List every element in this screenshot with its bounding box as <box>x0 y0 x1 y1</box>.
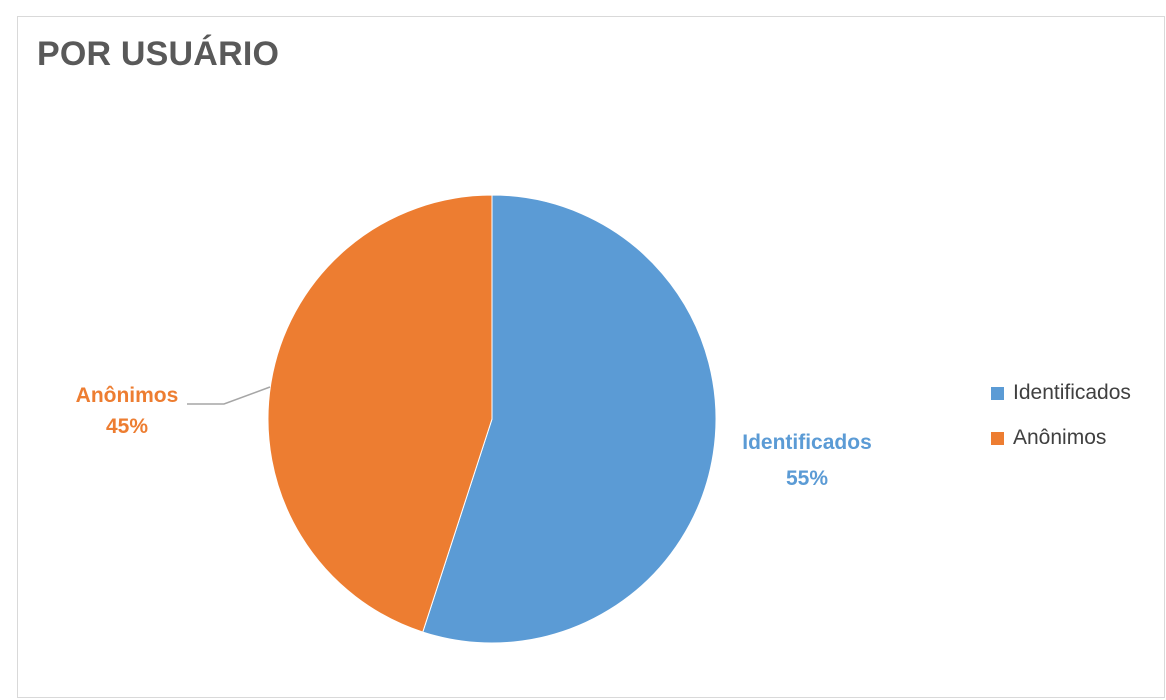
data-label-identificados-value: 55% <box>786 467 828 490</box>
data-label-anonimos-value: 45% <box>106 415 148 438</box>
pie-slices <box>267 194 717 644</box>
legend-swatch-identificados <box>991 386 1004 400</box>
leader-line-anonimos <box>187 386 271 405</box>
data-label-anonimos-name: Anônimos <box>76 384 179 407</box>
chart-legend: Identificados Anônimos <box>991 381 1156 471</box>
chart-title: POR USUÁRIO <box>37 35 280 73</box>
pie-slice-identificados <box>422 194 717 644</box>
legend-label-anonimos: Anônimos <box>1013 426 1107 449</box>
legend-label-identificados: Identificados <box>1013 381 1131 404</box>
pie-slice-anonimos <box>267 194 493 633</box>
data-label-identificados-name: Identificados <box>742 431 872 454</box>
legend-swatch-anonimos <box>991 431 1004 445</box>
legend-item-anonimos: Anônimos <box>991 426 1156 450</box>
legend-item-identificados: Identificados <box>991 381 1156 405</box>
